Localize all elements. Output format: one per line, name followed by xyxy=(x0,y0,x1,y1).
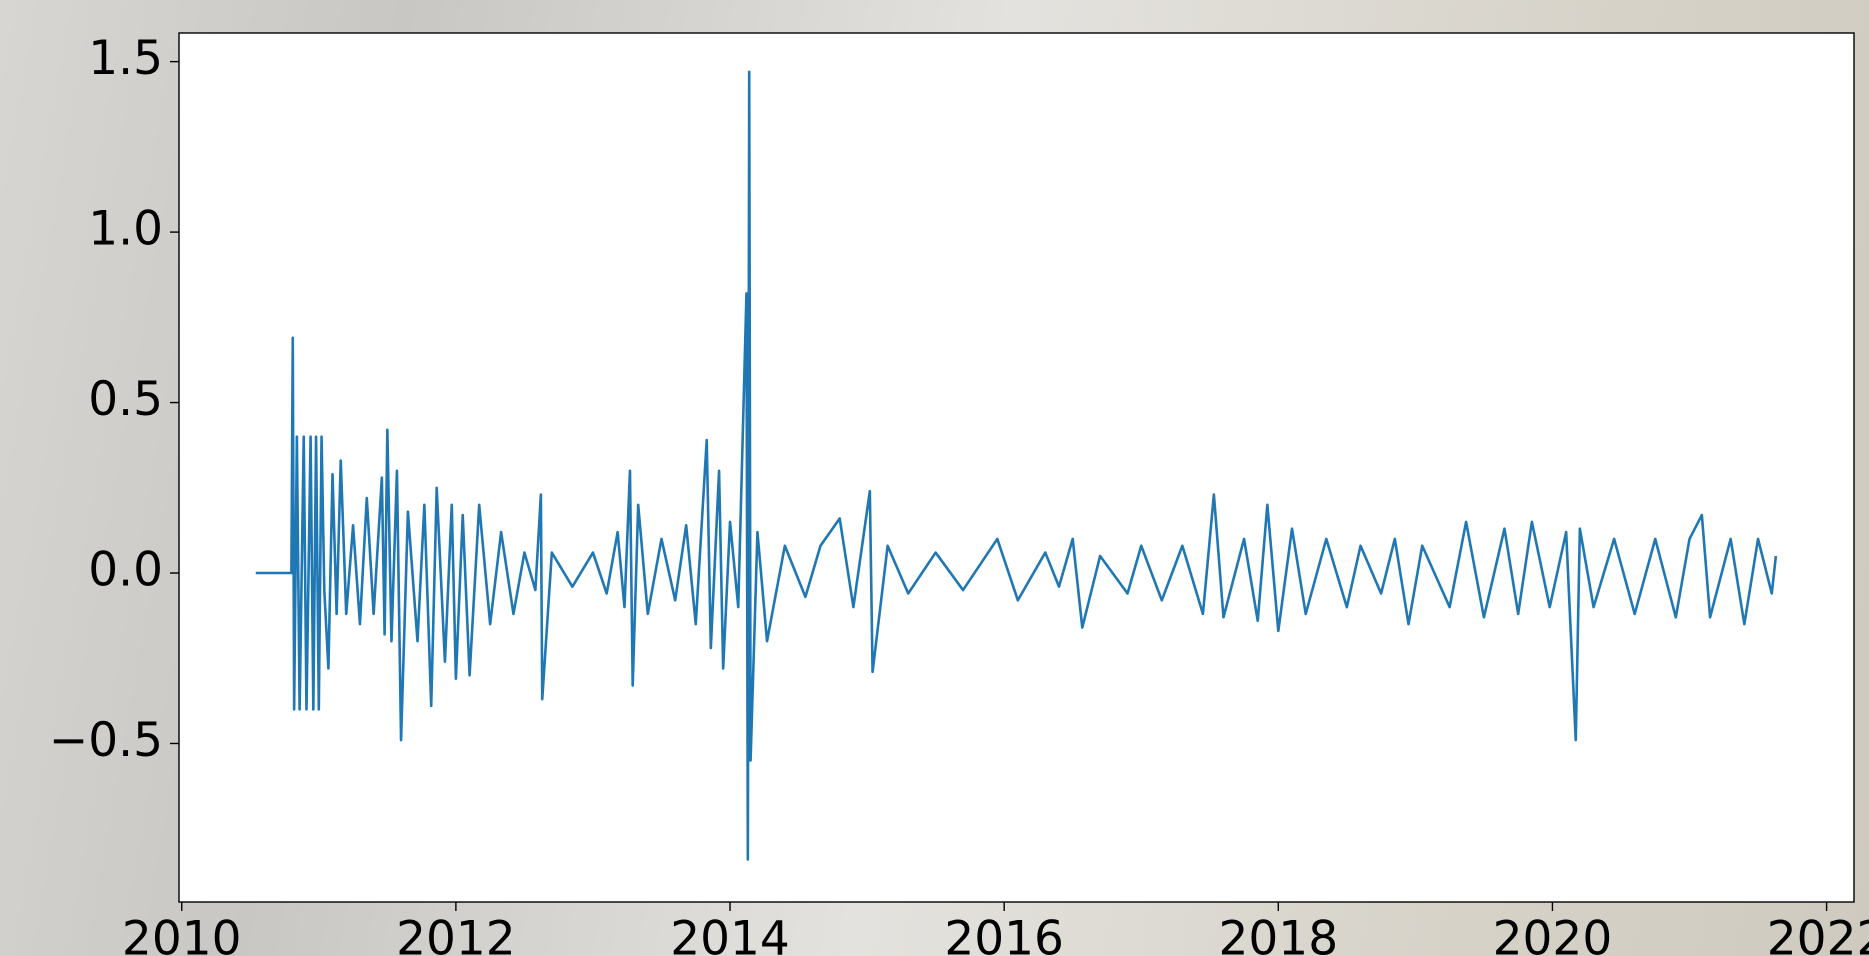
y-tick-label: 1.0 xyxy=(88,202,163,257)
x-tick-label: 2016 xyxy=(944,912,1064,956)
x-tick-label: 2018 xyxy=(1218,912,1338,956)
x-tick-label: 2020 xyxy=(1493,912,1613,956)
x-tick-label: 2022 xyxy=(1767,912,1869,956)
y-tick-label: 0.5 xyxy=(88,372,163,427)
y-tick-label: 0.0 xyxy=(88,543,163,598)
plot-area xyxy=(178,32,1855,903)
y-tick-label: −0.5 xyxy=(49,713,163,768)
x-tick-label: 2014 xyxy=(670,912,790,956)
y-tick-label: 1.5 xyxy=(88,31,163,86)
line xyxy=(255,70,1778,861)
x-tick-label: 2010 xyxy=(122,912,242,956)
x-tick-label: 2012 xyxy=(396,912,516,956)
